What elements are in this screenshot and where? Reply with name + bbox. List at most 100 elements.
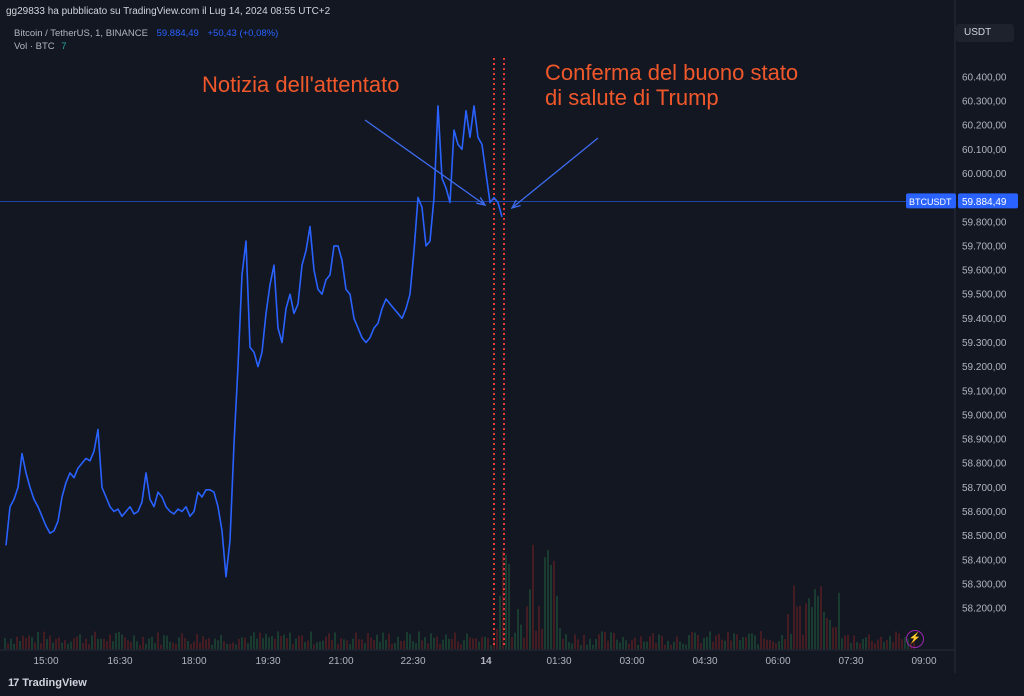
volume-bar — [439, 643, 441, 649]
volume-bar — [37, 631, 39, 649]
currency-button[interactable]: USDT — [956, 24, 1014, 42]
volume-bar — [34, 642, 36, 649]
y-tick-label: 60.000,00 — [962, 169, 1007, 180]
volume-bar — [295, 638, 297, 649]
volume-bar — [142, 636, 144, 649]
volume-bar — [868, 634, 870, 649]
y-tick-label: 60.200,00 — [962, 121, 1007, 132]
volume-bar — [121, 634, 123, 649]
volume-bar — [901, 639, 903, 649]
volume-bar — [445, 634, 447, 649]
volume-bar — [331, 640, 333, 649]
volume-bar — [739, 640, 741, 649]
volume-bar — [820, 586, 822, 649]
volume-bar — [292, 644, 294, 649]
volume-bar — [754, 635, 756, 649]
volume-bar — [349, 644, 351, 649]
volume-bar — [433, 637, 435, 649]
volume-bar — [667, 640, 669, 649]
arrow-trump-health — [511, 137, 599, 209]
volume-bar — [58, 637, 60, 649]
volume-bar — [139, 644, 141, 649]
volume-bar — [367, 633, 369, 649]
price-tag-box — [958, 193, 1018, 209]
volume-bar — [859, 643, 861, 649]
volume-bar — [208, 638, 210, 649]
volume-bar — [898, 633, 900, 649]
footer-bar — [0, 673, 1024, 696]
volume-bar — [496, 629, 498, 649]
volume-bar — [19, 641, 21, 649]
volume-bar — [604, 631, 606, 649]
volume-bar — [205, 639, 207, 649]
price-tag-label: 59.884,49 — [962, 197, 1007, 208]
volume-bar — [799, 605, 801, 649]
volume-bar — [706, 636, 708, 649]
volume-bar — [793, 585, 795, 649]
volume-bar — [457, 641, 459, 649]
last-price: 59.884,49 — [156, 28, 199, 39]
x-tick-label: 19:30 — [255, 656, 280, 667]
x-tick-label: 03:00 — [619, 656, 644, 667]
volume-bar — [805, 603, 807, 649]
volume-bar — [391, 643, 393, 649]
volume-bar — [814, 589, 816, 649]
volume-bar — [469, 637, 471, 649]
volume-bar — [115, 632, 117, 649]
volume-bar — [574, 634, 576, 649]
volume-bar — [598, 634, 600, 649]
volume-bar — [634, 637, 636, 649]
volume-bar — [577, 639, 579, 649]
lightning-icon[interactable]: ⚡ — [906, 630, 924, 648]
volume-bar — [463, 640, 465, 649]
annotation-trump-health-line1: Conferma del buono stato — [545, 60, 798, 85]
volume-bar — [61, 642, 63, 649]
volume-bar — [655, 643, 657, 649]
volume-bar — [643, 641, 645, 649]
volume-bar — [472, 638, 474, 649]
volume-bar — [712, 641, 714, 649]
volume-bar — [76, 636, 78, 649]
volume-bar — [613, 632, 615, 649]
x-tick-label: 16:30 — [107, 656, 132, 667]
volume-bar — [307, 640, 309, 649]
volume-bar — [55, 638, 57, 649]
volume-bar — [70, 641, 72, 649]
volume-bar — [340, 638, 342, 649]
volume-bar — [424, 637, 426, 649]
y-tick-label: 59.100,00 — [962, 386, 1007, 397]
volume-bar — [310, 631, 312, 649]
volume-bar — [91, 635, 93, 649]
volume-bar — [172, 642, 174, 649]
y-tick-label: 59.000,00 — [962, 410, 1007, 421]
volume-bar — [601, 631, 603, 649]
volume-bar — [853, 635, 855, 649]
volume-bar — [319, 641, 321, 649]
volume-bar — [283, 634, 285, 649]
volume-bar — [217, 640, 219, 649]
volume-bar — [622, 636, 624, 649]
volume-bar — [73, 638, 75, 649]
volume-bar — [355, 632, 357, 649]
volume-bar — [481, 637, 483, 649]
volume-bar — [583, 634, 585, 649]
volume-bar — [442, 639, 444, 649]
y-tick-label: 59.400,00 — [962, 314, 1007, 325]
volume-bar — [22, 635, 24, 649]
volume-bar — [232, 642, 234, 649]
volume-bar — [322, 640, 324, 649]
volume-bar — [664, 644, 666, 649]
volume-bar — [421, 640, 423, 649]
volume-bar — [325, 636, 327, 649]
arrow-attack-news-head — [476, 197, 487, 206]
volume-bar — [748, 633, 750, 649]
volume-bar — [106, 641, 108, 649]
tradingview-logo: 17 TradingView — [8, 677, 87, 689]
y-tick-label: 59.500,00 — [962, 290, 1007, 301]
price-chart[interactable]: 60.400,00 60.300,00 60.200,00 60.100,00 60.0… — [0, 0, 1024, 673]
volume-bar — [553, 560, 555, 649]
volume-bar — [250, 635, 252, 649]
volume-bar — [430, 633, 432, 649]
volume-bar — [484, 636, 486, 649]
volume-bar — [745, 637, 747, 649]
